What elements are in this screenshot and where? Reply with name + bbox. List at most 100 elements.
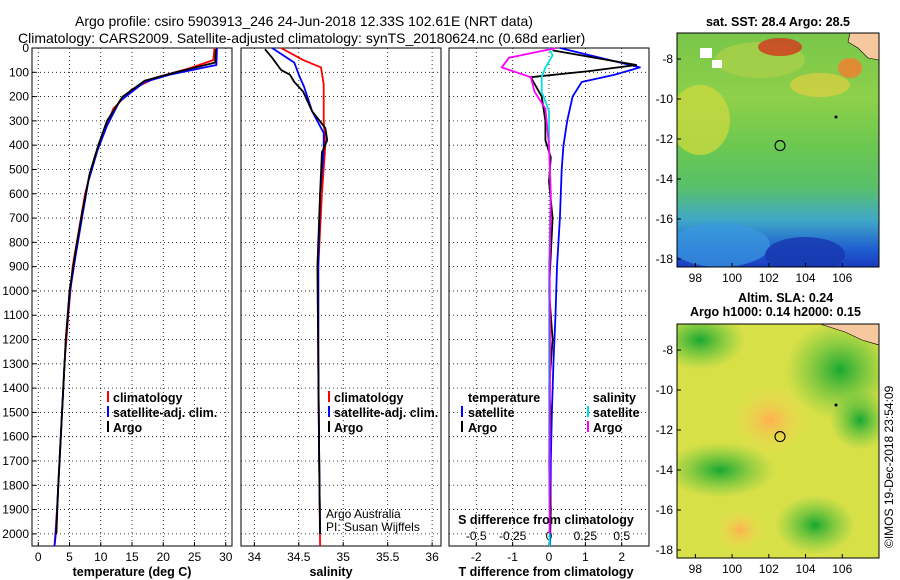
lat-tick-label: -18 xyxy=(656,543,674,557)
lon-tick-label: 104 xyxy=(796,271,816,285)
x-tick-label: 34.5 xyxy=(287,550,311,564)
series-line-argo xyxy=(55,49,217,534)
x-tick-label: -1 xyxy=(507,550,518,564)
y-tick-label: 100 xyxy=(9,65,29,79)
sla-low-patch xyxy=(677,442,775,498)
legend-s-argo-label: Argo xyxy=(593,421,623,435)
x-tick-label: 35 xyxy=(337,550,351,564)
difference-legend: temperature satellite Argo salinity sate… xyxy=(461,391,640,435)
temperature-xlabel: temperature (deg C) xyxy=(73,565,192,579)
annotation-pi: PI: Susan Wijffels xyxy=(326,520,420,534)
y-tick-label: 800 xyxy=(9,235,29,249)
salinity-panel: 34 34.5 35 35.5 36 salinity climatology sate… xyxy=(240,47,442,579)
lon-tick-label: 98 xyxy=(689,271,703,285)
x-tick-label: 20 xyxy=(157,550,171,564)
y-tick-label: 200 xyxy=(9,90,29,104)
lat-tick-label: -10 xyxy=(656,383,674,397)
sst-cool-patch xyxy=(677,223,770,267)
sla-map-title-line1: Altim. SLA: 0.24 xyxy=(738,291,833,305)
temperature-panel: 0100200300400500600700800900100011001200… xyxy=(2,41,232,579)
salinity-tick-labels: 34 34.5 35 35.5 36 xyxy=(248,542,439,564)
lon-tick-label: 104 xyxy=(796,562,816,576)
lat-tick-label: -8 xyxy=(662,52,673,66)
lat-tick-label: -12 xyxy=(656,423,674,437)
island-dot xyxy=(834,403,838,407)
s-diff-tick-label: 0.25 xyxy=(574,529,598,543)
title-line1: Argo profile: csiro 5903913_246 24-Jun-2… xyxy=(75,13,533,29)
sst-warm-patch xyxy=(677,85,730,155)
sla-argo-marker xyxy=(774,431,786,443)
salinity-grid xyxy=(241,47,441,546)
salinity-legend: climatology satellite-adj. clim. Argo xyxy=(328,391,438,435)
y-tick-label: 700 xyxy=(9,211,29,225)
sst-cold-patch xyxy=(765,237,845,267)
lon-tick-label: 106 xyxy=(832,271,852,285)
legend-t-argo-label: Argo xyxy=(468,421,498,435)
x-tick-label: 25 xyxy=(188,550,202,564)
sst-lon-tick-labels: 98 100 102 104 106 xyxy=(689,263,853,285)
legend-t-satellite-label: satellite xyxy=(468,406,515,420)
lat-tick-label: -8 xyxy=(662,343,673,357)
imos-watermark: ©IMOS 19-Dec-2018 23:54:09 xyxy=(882,385,896,548)
lon-tick-label: 102 xyxy=(759,562,779,576)
s-diff-tick-label: -0.5 xyxy=(466,529,487,543)
legend-satellite-label: satellite-adj. clim. xyxy=(113,406,217,420)
sla-low-patch xyxy=(830,390,879,450)
legend-argo-label: Argo xyxy=(113,421,143,435)
series-line-s-satellite xyxy=(540,47,554,547)
lat-tick-label: -10 xyxy=(656,92,674,106)
x-tick-label: 15 xyxy=(125,550,139,564)
s-difference-xlabel: S difference from climatology xyxy=(458,513,634,527)
y-tick-label: 1800 xyxy=(2,478,29,492)
lon-tick-label: 100 xyxy=(722,271,742,285)
y-tick-label: 500 xyxy=(9,162,29,176)
legend-salinity-title: salinity xyxy=(593,391,636,405)
t-difference-xlabel: T difference from climatology xyxy=(458,565,633,579)
lat-tick-label: -16 xyxy=(656,503,674,517)
x-tick-label: 0 xyxy=(35,550,42,564)
s-difference-tick-labels: -0.5 -0.25 0 0.25 0.5 xyxy=(466,529,630,543)
sla-high-patch xyxy=(715,508,765,552)
lon-tick-label: 98 xyxy=(689,562,703,576)
island-dot xyxy=(834,115,838,119)
y-tick-label: 1700 xyxy=(2,454,29,468)
sla-high-patch xyxy=(730,385,810,455)
lat-tick-label: -14 xyxy=(656,172,674,186)
y-tick-label: 0 xyxy=(22,41,29,55)
legend-temperature-title: temperature xyxy=(468,391,540,405)
sst-missing-data xyxy=(700,48,712,58)
x-tick-label: 34 xyxy=(248,550,262,564)
sla-map-panel: Altim. SLA: 0.24 Argo h1000: 0.14 h2000:… xyxy=(656,291,880,576)
temperature-tick-labels: 0 5 10 15 20 25 30 xyxy=(35,542,233,564)
x-tick-label: 2 xyxy=(618,550,625,564)
annotation-argo-australia: Argo Australia xyxy=(326,507,401,521)
s-diff-tick-label: -0.25 xyxy=(499,529,527,543)
lat-tick-label: -18 xyxy=(656,252,674,266)
y-tick-label: 900 xyxy=(9,260,29,274)
title-line2: Climatology: CARS2009. Satellite-adjuste… xyxy=(18,30,585,46)
lon-tick-label: 106 xyxy=(832,562,852,576)
sla-map-title-line2: Argo h1000: 0.14 h2000: 0.15 xyxy=(690,305,861,319)
sla-land xyxy=(819,324,879,346)
y-tick-label: 600 xyxy=(9,187,29,201)
y-tick-label: 1600 xyxy=(2,430,29,444)
sst-warm-patch xyxy=(790,73,850,97)
series-line-s-argo xyxy=(500,47,557,534)
difference-panel: -2 -1 0 1 2 -0.5 -0.25 0 0.25 0.5 S difference f… xyxy=(448,47,650,579)
y-tick-label: 2000 xyxy=(2,527,29,541)
x-tick-label: 1 xyxy=(582,550,589,564)
legend-argo-label: Argo xyxy=(334,421,364,435)
lat-tick-label: -14 xyxy=(656,463,674,477)
sst-map-title: sat. SST: 28.4 Argo: 28.5 xyxy=(706,15,850,29)
sla-lat-tick-labels: -8 -10 -12 -14 -16 -18 xyxy=(656,343,681,557)
difference-series xyxy=(500,47,641,547)
y-tick-label: 1400 xyxy=(2,381,29,395)
x-tick-label: 5 xyxy=(66,550,73,564)
lon-tick-label: 102 xyxy=(759,271,779,285)
sst-lat-tick-labels: -8 -10 -12 -14 -16 -18 xyxy=(656,52,681,266)
series-line-argo xyxy=(264,48,329,534)
salinity-axes-frame xyxy=(240,47,442,547)
temperature-legend: climatology satellite-adj. clim. Argo xyxy=(107,391,217,435)
sst-missing-data xyxy=(712,60,722,68)
